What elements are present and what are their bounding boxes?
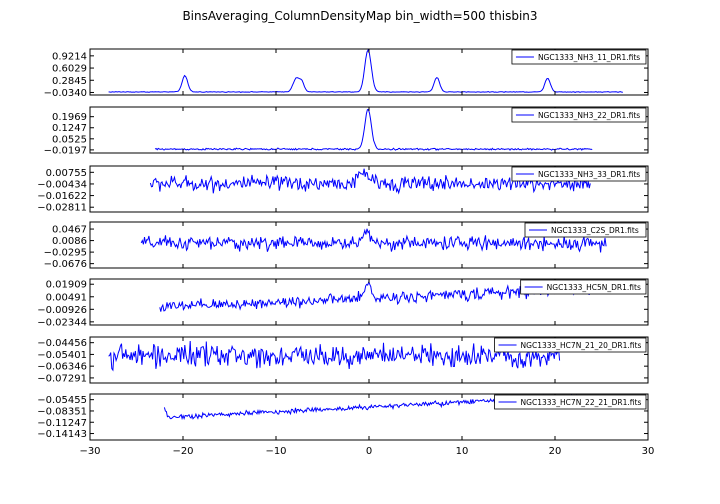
legend-box bbox=[494, 394, 647, 410]
y-tick-label: 0.1247 bbox=[52, 123, 87, 134]
legend-4: NGC1333_C2S_DR1.fits bbox=[524, 222, 647, 238]
y-tick-label: 0.0086 bbox=[52, 236, 87, 247]
y-tick-label: 0.6029 bbox=[52, 64, 87, 75]
legend-5: NGC1333_HC5N_DR1.fits bbox=[520, 279, 647, 295]
legend-label: NGC1333_NH3_33_DR1.fits bbox=[538, 170, 640, 179]
y-tick-label: −0.01622 bbox=[37, 191, 87, 202]
legend-label: NGC1333_NH3_22_DR1.fits bbox=[538, 111, 640, 120]
y-tick-label: 0.01909 bbox=[46, 280, 87, 291]
y-tick-label: −0.07291 bbox=[37, 373, 87, 384]
legend-box bbox=[494, 337, 647, 353]
x-tick-label: 30 bbox=[642, 446, 655, 457]
y-tick-label: −0.00926 bbox=[37, 305, 87, 316]
legend-label: NGC1333_HC5N_DR1.fits bbox=[547, 283, 641, 292]
y-tick-label: −0.00434 bbox=[37, 179, 87, 190]
y-tick-label: 0.0467 bbox=[52, 225, 87, 236]
y-tick-label: −0.0197 bbox=[44, 145, 87, 156]
y-tick-label: 0.00755 bbox=[46, 168, 87, 179]
subplot-7: −0.14143−0.11247−0.08351−0.05455 NGC1333_… bbox=[37, 393, 649, 441]
legend-box bbox=[524, 222, 647, 238]
y-tick-label: −0.08351 bbox=[37, 406, 87, 417]
x-tick-label: 0 bbox=[366, 446, 372, 457]
y-tick-label: −0.02811 bbox=[37, 203, 87, 214]
shared-x-axis: −30 −20 −10 0 10 20 30 bbox=[79, 446, 654, 457]
subplot-6: −0.07291−0.06346−0.05401−0.04456 NGC1333_… bbox=[37, 336, 649, 384]
y-tick-label: −0.05401 bbox=[37, 350, 87, 361]
legend-label: NGC1333_C2S_DR1.fits bbox=[551, 226, 639, 235]
x-tick-label: 20 bbox=[549, 446, 562, 457]
legend-label: NGC1333_HC7N_21_20_DR1.fits bbox=[521, 341, 642, 350]
legend-label: NGC1333_NH3_11_DR1.fits bbox=[538, 53, 640, 62]
legend-1: NGC1333_NH3_11_DR1.fits bbox=[511, 49, 647, 65]
y-tick-label: −0.14143 bbox=[37, 429, 87, 440]
x-tick-label: −10 bbox=[265, 446, 286, 457]
series-line-5 bbox=[159, 280, 593, 312]
y-tick-label: −0.0676 bbox=[44, 259, 87, 270]
y-tick-label: −0.04456 bbox=[37, 338, 87, 349]
legend-box bbox=[520, 279, 647, 295]
y-tick-label: −0.06346 bbox=[37, 362, 87, 373]
y-tick-label: 0.1969 bbox=[52, 112, 87, 123]
legend-7: NGC1333_HC7N_22_21_DR1.fits bbox=[494, 394, 647, 410]
y-tick-label: 0.0525 bbox=[52, 134, 87, 145]
y-tick-label: 0.00491 bbox=[46, 292, 87, 303]
legend-box bbox=[511, 49, 647, 65]
series-line-4 bbox=[140, 228, 607, 253]
legend-6: NGC1333_HC7N_21_20_DR1.fits bbox=[494, 337, 647, 353]
series-line-6 bbox=[108, 340, 561, 372]
y-tick-label: −0.0340 bbox=[44, 88, 87, 99]
series-line-2 bbox=[154, 109, 593, 151]
legend-3: NGC1333_NH3_33_DR1.fits bbox=[511, 166, 647, 182]
legend-2: NGC1333_NH3_22_DR1.fits bbox=[511, 107, 647, 123]
legend-box bbox=[511, 166, 647, 182]
x-tick-label: 10 bbox=[456, 446, 469, 457]
legend-box bbox=[511, 107, 647, 123]
y-tick-label: 0.9214 bbox=[52, 51, 87, 62]
x-tick-label: −30 bbox=[79, 446, 100, 457]
figure-title: BinsAveraging_ColumnDensityMap bin_width… bbox=[182, 9, 537, 23]
y-tick-label: 0.2845 bbox=[52, 76, 87, 87]
y-tick-label: −0.0295 bbox=[44, 248, 87, 259]
y-tick-label: −0.11247 bbox=[37, 418, 87, 429]
series-line-1 bbox=[108, 49, 623, 93]
x-tick-label: −20 bbox=[172, 446, 193, 457]
legend-label: NGC1333_HC7N_22_21_DR1.fits bbox=[521, 398, 642, 407]
series-line-3 bbox=[149, 168, 591, 195]
y-tick-label: −0.05455 bbox=[37, 395, 87, 406]
y-tick-label: −0.02344 bbox=[37, 317, 87, 328]
